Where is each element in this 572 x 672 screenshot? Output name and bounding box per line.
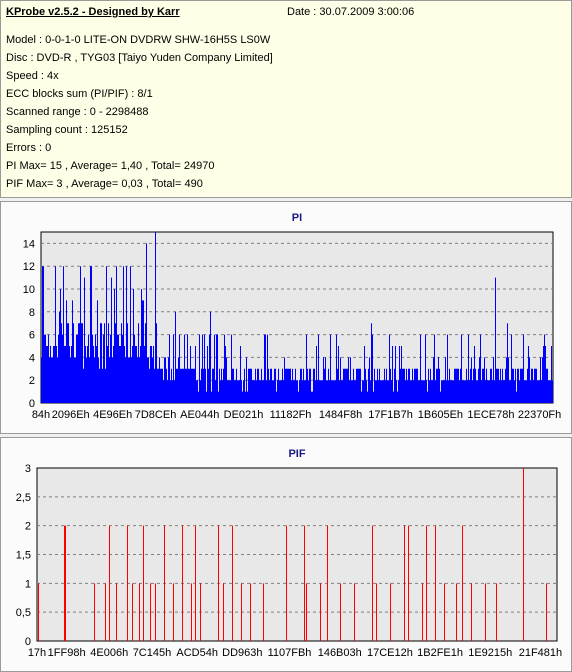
y-tick-label: 6 [29, 330, 35, 342]
info-sampling: Sampling count : 125152 [6, 124, 128, 136]
x-tick-label: DD963h [222, 647, 262, 659]
y-tick-label: 2 [25, 521, 31, 533]
y-tick-label: 14 [23, 238, 35, 250]
y-tick-label: 1 [25, 578, 31, 590]
pi-chart: PI 0 2 4 6 8 10 12 14 84h 2096Eh 4E96Eh 7D8CEh AE044h… [23, 212, 562, 421]
x-tick-label: 21F481h [519, 647, 562, 659]
y-tick-label: 0,5 [16, 607, 31, 619]
x-tick-label: 146B03h [318, 647, 362, 659]
x-tick-label: 17CE12h [367, 647, 413, 659]
info-panel: KProbe v2.5.2 - Designed by Karr Date : … [0, 0, 572, 198]
app-title: KProbe v2.5.2 - Designed by Karr [6, 6, 180, 18]
chart-title: PIF [288, 448, 305, 460]
info-pi-summary: PI Max= 15 , Average= 1,40 , Total= 2497… [6, 160, 215, 172]
info-ecc: ECC blocks sum (PI/PIF) : 8/1 [6, 88, 153, 100]
info-errors: Errors : 0 [6, 142, 52, 154]
x-tick-label: 1B2FE1h [417, 647, 463, 659]
pif-series [38, 468, 547, 641]
info-model: Model : 0-0-1-0 LITE-ON DVDRW SHW-16H5S … [6, 34, 271, 46]
scan-date: Date : 30.07.2009 3:00:06 [287, 6, 415, 18]
x-tick-label: 1E9215h [468, 647, 512, 659]
x-tick-label: 7D8CEh [135, 409, 177, 421]
x-tick-label: DE021h [224, 409, 264, 421]
y-tick-label: 0 [29, 398, 35, 410]
x-tick-label: 22370Fh [518, 409, 561, 421]
y-tick-label: 10 [23, 284, 35, 296]
pif-chart: PIF 0 0,5 1 1,5 2 2,5 3 17h 1FF98h 4E006h 7C145h ACD… [16, 448, 562, 659]
x-tick-label: 1107FBh [268, 647, 312, 659]
pi-series [41, 232, 553, 403]
pi-chart-panel: PI 0 2 4 6 8 10 12 14 84h 2096Eh 4E96Eh 7D8CEh AE044h… [0, 201, 572, 434]
x-tick-label: 7C145h [133, 647, 172, 659]
y-tick-label: 2 [29, 375, 35, 387]
y-tick-label: 0 [25, 636, 31, 648]
y-tick-label: 3 [25, 463, 31, 475]
x-tick-label: 1484F8h [319, 409, 362, 421]
info-speed: Speed : 4x [6, 70, 59, 82]
x-tick-label: 4E006h [90, 647, 128, 659]
x-tick-label: 2096Eh [52, 409, 90, 421]
x-tick-label: ACD54h [176, 647, 218, 659]
x-tick-label: 11182Fh [270, 409, 312, 421]
x-tick-label: 4E96Eh [93, 409, 132, 421]
x-tick-label: 17F1B7h [368, 409, 413, 421]
x-tick-label: 1B605Eh [418, 409, 463, 421]
info-pif-summary: PIF Max= 3 , Average= 0,03 , Total= 490 [6, 178, 203, 190]
x-tick-label: 17h [28, 647, 46, 659]
y-tick-label: 4 [29, 352, 35, 364]
x-tick-label: 1ECE78h [467, 409, 514, 421]
pif-chart-panel: PIF 0 0,5 1 1,5 2 2,5 3 17h 1FF98h 4E006h 7C145h ACD… [0, 437, 572, 672]
y-tick-label: 8 [29, 307, 35, 319]
x-tick-label: 84h [32, 409, 50, 421]
x-tick-label: AE044h [180, 409, 219, 421]
y-tick-label: 12 [23, 261, 35, 273]
y-tick-label: 1,5 [16, 550, 31, 562]
chart-title: PI [292, 212, 302, 224]
info-range: Scanned range : 0 - 2298488 [6, 106, 149, 118]
x-tick-label: 1FF98h [48, 647, 86, 659]
y-tick-label: 2,5 [16, 492, 31, 504]
info-disc: Disc : DVD-R , TYG03 [Taiyo Yuden Compan… [6, 52, 273, 64]
